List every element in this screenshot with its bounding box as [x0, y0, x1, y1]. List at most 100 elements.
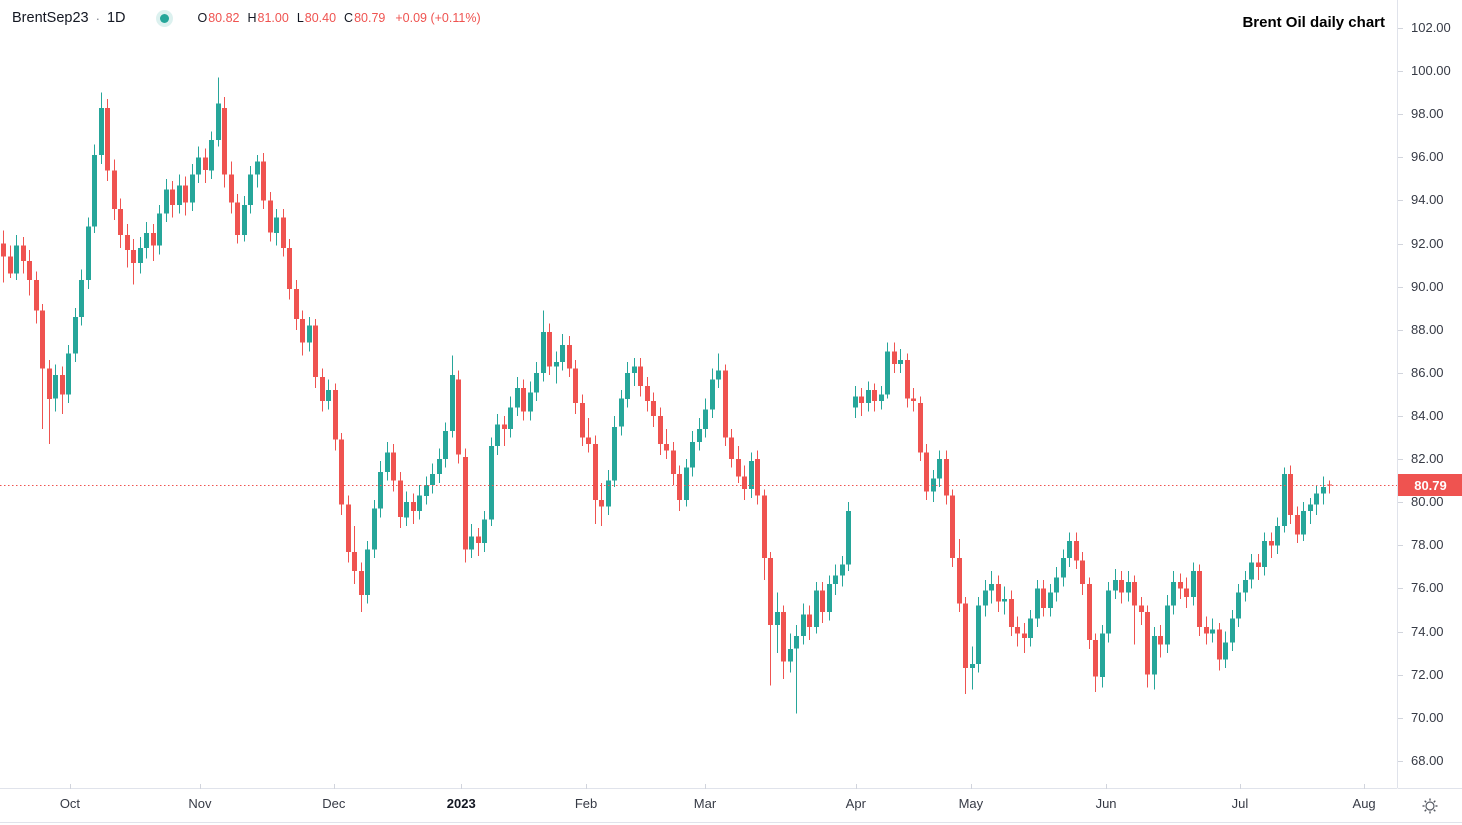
candle[interactable] — [372, 500, 377, 559]
candle[interactable] — [469, 523, 474, 559]
candle[interactable] — [60, 366, 65, 414]
candle[interactable] — [762, 489, 767, 580]
candle[interactable] — [931, 469, 936, 503]
candle[interactable] — [261, 153, 266, 210]
candle[interactable] — [385, 441, 390, 481]
candle[interactable] — [515, 377, 520, 416]
candle[interactable] — [125, 224, 130, 268]
candle[interactable] — [326, 379, 331, 410]
candle[interactable] — [944, 450, 949, 505]
candle[interactable] — [235, 194, 240, 244]
candle[interactable] — [1191, 562, 1196, 606]
candle[interactable] — [391, 444, 396, 492]
candle[interactable] — [1100, 625, 1105, 688]
candle[interactable] — [151, 224, 156, 261]
candle[interactable] — [664, 428, 669, 460]
candle[interactable] — [378, 461, 383, 518]
candle[interactable] — [27, 250, 32, 296]
candle[interactable] — [138, 237, 143, 274]
candle[interactable] — [1321, 476, 1326, 505]
candle[interactable] — [625, 362, 630, 408]
candle[interactable] — [528, 381, 533, 421]
candle[interactable] — [1, 230, 6, 283]
candle[interactable] — [866, 381, 871, 412]
candle[interactable] — [1158, 625, 1163, 658]
candle[interactable] — [1269, 532, 1274, 559]
candle[interactable] — [131, 239, 136, 285]
candle[interactable] — [801, 603, 806, 645]
candle[interactable] — [398, 472, 403, 529]
candle[interactable] — [684, 459, 689, 507]
candle[interactable] — [476, 528, 481, 557]
candle[interactable] — [1145, 605, 1150, 688]
candle[interactable] — [970, 646, 975, 690]
candle[interactable] — [92, 144, 97, 233]
candle[interactable] — [456, 370, 461, 464]
candle[interactable] — [911, 388, 916, 412]
candle[interactable] — [313, 319, 318, 388]
interval-label[interactable]: 1D — [106, 10, 126, 26]
candle[interactable] — [229, 161, 234, 214]
candle[interactable] — [281, 209, 286, 257]
candle[interactable] — [1197, 564, 1202, 636]
candle[interactable] — [1184, 577, 1189, 608]
candle[interactable] — [1119, 571, 1124, 604]
candle[interactable] — [365, 541, 370, 604]
candle[interactable] — [989, 571, 994, 604]
candle[interactable] — [768, 551, 773, 686]
candle[interactable] — [450, 355, 455, 438]
candle[interactable] — [567, 336, 572, 378]
candle[interactable] — [482, 510, 487, 552]
time-axis[interactable]: Oct Nov Dec 2023 Feb Mar Apr May Jun Jul Aug — [0, 784, 1462, 822]
candle[interactable] — [437, 448, 442, 483]
candle[interactable] — [170, 181, 175, 218]
candle[interactable] — [1314, 485, 1319, 516]
candle[interactable] — [996, 575, 1001, 613]
candle[interactable] — [66, 344, 71, 404]
price-axis[interactable]: 80.79 102.00 100.00 98.00 96.00 94.00 92.00 90… — [1397, 0, 1462, 788]
candle[interactable] — [1275, 517, 1280, 554]
candle[interactable] — [112, 159, 117, 220]
candle[interactable] — [1301, 502, 1306, 541]
candle[interactable] — [307, 316, 312, 352]
candle[interactable] — [79, 269, 84, 326]
candle[interactable] — [1048, 584, 1053, 617]
candle[interactable] — [300, 310, 305, 356]
candle[interactable] — [963, 597, 968, 694]
candle[interactable] — [1210, 618, 1215, 643]
candle[interactable] — [918, 396, 923, 462]
candle[interactable] — [99, 92, 104, 164]
candle[interactable] — [40, 303, 45, 429]
candle[interactable] — [177, 174, 182, 214]
candle[interactable] — [976, 597, 981, 673]
candle[interactable] — [86, 217, 91, 289]
candle[interactable] — [580, 394, 585, 447]
candle[interactable] — [840, 556, 845, 587]
candle[interactable] — [73, 308, 78, 363]
candle[interactable] — [1022, 622, 1027, 654]
candle[interactable] — [1139, 597, 1144, 626]
candle[interactable] — [807, 605, 812, 641]
candle[interactable] — [183, 176, 188, 216]
candle[interactable] — [1165, 594, 1170, 654]
candle[interactable] — [255, 155, 260, 188]
candle[interactable] — [1035, 579, 1040, 628]
candle[interactable] — [957, 538, 962, 613]
candle[interactable] — [671, 441, 676, 485]
candle[interactable] — [157, 204, 162, 255]
candle[interactable] — [268, 191, 273, 242]
candle[interactable] — [1028, 610, 1033, 647]
candle[interactable] — [1126, 571, 1131, 602]
candle[interactable] — [716, 353, 721, 389]
candle[interactable] — [144, 222, 149, 259]
market-status-dot-icon[interactable] — [155, 9, 173, 27]
candle[interactable] — [463, 448, 468, 563]
candle[interactable] — [606, 469, 611, 516]
candle[interactable] — [1087, 577, 1092, 649]
candle[interactable] — [1002, 586, 1007, 615]
candle[interactable] — [209, 131, 214, 179]
candle[interactable] — [346, 495, 351, 563]
candle[interactable] — [573, 359, 578, 414]
candle[interactable] — [320, 368, 325, 412]
candle[interactable] — [1061, 549, 1066, 587]
